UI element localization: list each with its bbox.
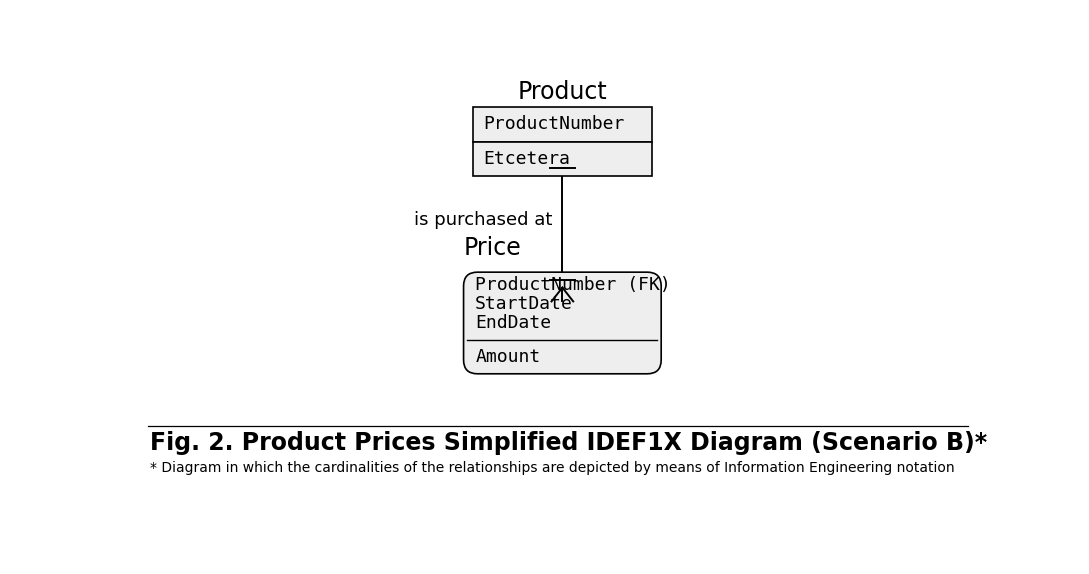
Text: Product: Product [517, 80, 608, 103]
Text: is purchased at: is purchased at [414, 211, 552, 229]
FancyBboxPatch shape [474, 107, 651, 142]
Text: Etcetera: Etcetera [484, 150, 571, 168]
Text: * Diagram in which the cardinalities of the relationships are depicted by means : * Diagram in which the cardinalities of … [150, 461, 955, 475]
FancyBboxPatch shape [464, 272, 661, 374]
Text: Amount: Amount [475, 348, 540, 366]
Text: EndDate: EndDate [475, 315, 551, 332]
Text: StartDate: StartDate [475, 295, 573, 313]
Text: Price: Price [464, 236, 522, 260]
Text: ProductNumber: ProductNumber [484, 115, 625, 133]
Text: ProductNumber (FK): ProductNumber (FK) [475, 276, 671, 294]
FancyBboxPatch shape [474, 142, 651, 176]
Text: Fig. 2. Product Prices Simplified IDEF1X Diagram (Scenario B)*: Fig. 2. Product Prices Simplified IDEF1X… [150, 431, 988, 455]
